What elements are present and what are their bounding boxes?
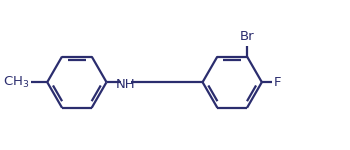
Text: CH$_3$: CH$_3$ (2, 75, 29, 90)
Text: F: F (273, 76, 281, 89)
Text: NH: NH (116, 78, 135, 91)
Text: Br: Br (240, 30, 254, 43)
